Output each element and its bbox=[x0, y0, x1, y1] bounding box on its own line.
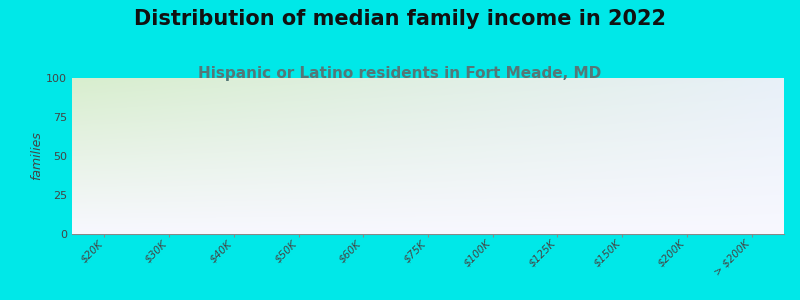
Y-axis label: families: families bbox=[30, 132, 43, 180]
Bar bbox=[74, 226, 135, 234]
Text: Distribution of median family income in 2022: Distribution of median family income in … bbox=[134, 9, 666, 29]
Bar bbox=[656, 212, 718, 234]
Bar bbox=[268, 215, 330, 234]
Bar bbox=[591, 203, 653, 234]
Bar bbox=[398, 179, 458, 234]
Text: Hispanic or Latino residents in Fort Meade, MD: Hispanic or Latino residents in Fort Mea… bbox=[198, 66, 602, 81]
Bar bbox=[526, 145, 588, 234]
Bar bbox=[721, 114, 782, 234]
Bar bbox=[203, 218, 265, 234]
Bar bbox=[462, 204, 523, 234]
Bar bbox=[138, 204, 200, 234]
Text: City-Data.com: City-Data.com bbox=[690, 83, 777, 93]
Bar bbox=[333, 192, 394, 234]
